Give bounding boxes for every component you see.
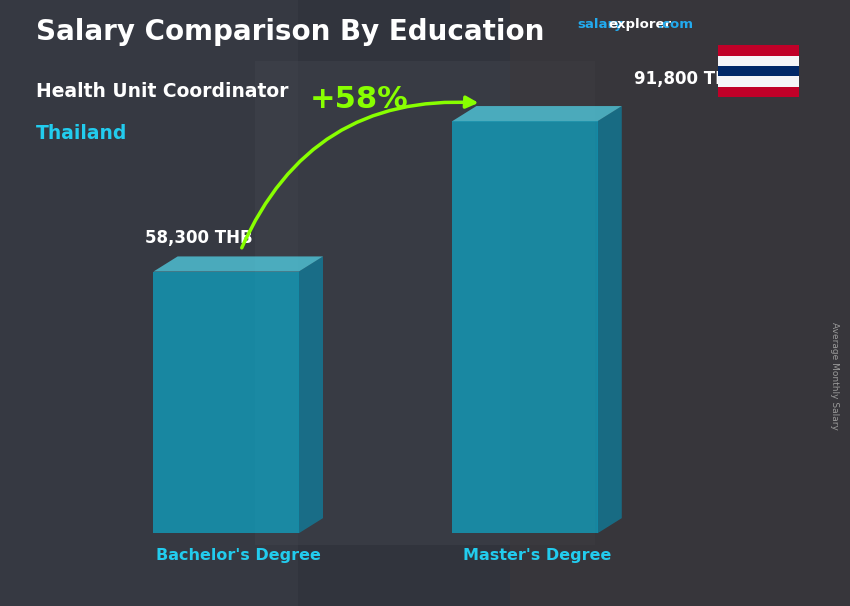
Polygon shape (298, 256, 323, 533)
Text: Master's Degree: Master's Degree (462, 548, 611, 564)
Bar (718, 56, 799, 66)
Text: Health Unit Coordinator: Health Unit Coordinator (37, 82, 289, 101)
Text: explorer: explorer (609, 18, 672, 31)
Text: Thailand: Thailand (37, 124, 128, 143)
Polygon shape (452, 121, 598, 533)
Bar (718, 66, 799, 76)
FancyArrowPatch shape (241, 97, 474, 248)
Bar (510, 0, 850, 606)
Text: .com: .com (658, 18, 694, 31)
Text: 91,800 THB: 91,800 THB (634, 70, 741, 88)
Bar (255, 61, 595, 545)
Polygon shape (598, 106, 621, 533)
Text: Bachelor's Degree: Bachelor's Degree (156, 548, 320, 564)
Polygon shape (153, 271, 298, 533)
Text: salary: salary (577, 18, 623, 31)
Text: Average Monthly Salary: Average Monthly Salary (830, 322, 839, 430)
Polygon shape (153, 256, 323, 271)
Bar (718, 45, 799, 56)
Text: +58%: +58% (310, 85, 409, 114)
Polygon shape (452, 106, 621, 121)
Bar (718, 87, 799, 97)
Text: 58,300 THB: 58,300 THB (145, 229, 253, 247)
Bar (0, 0, 298, 606)
Text: Salary Comparison By Education: Salary Comparison By Education (37, 18, 545, 46)
Bar (718, 76, 799, 87)
